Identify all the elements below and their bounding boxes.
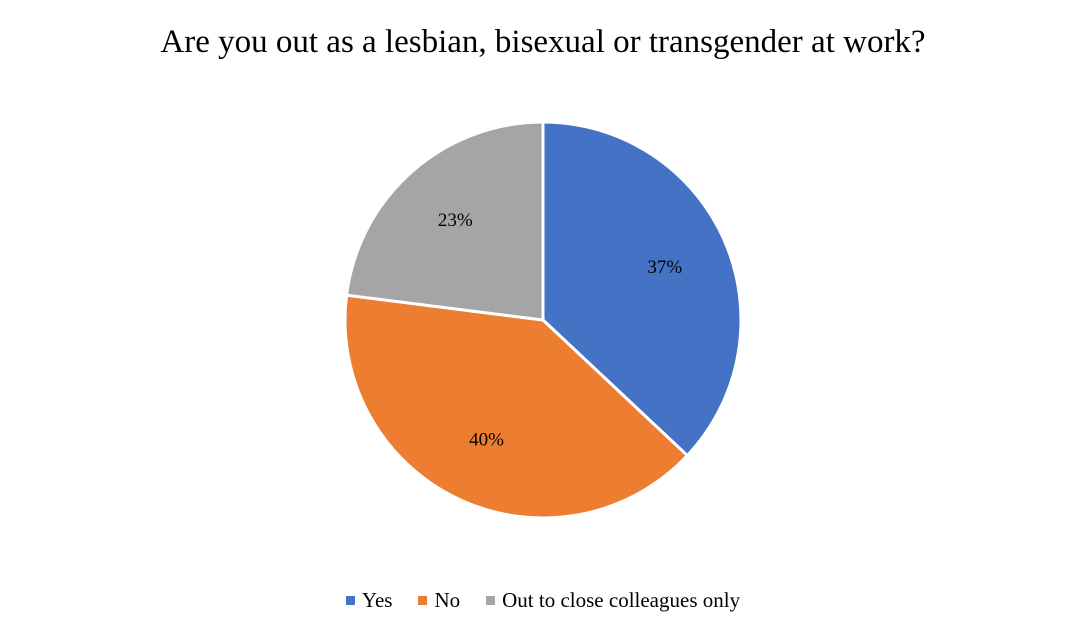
legend-item-no: No bbox=[418, 586, 460, 614]
chart-title: Are you out as a lesbian, bisexual or tr… bbox=[160, 24, 926, 60]
legend-label-no: No bbox=[434, 588, 461, 612]
data-label-out-to-close-colleagues: 23% bbox=[438, 210, 473, 231]
legend-label-out-to-close-colleagues: Out to close colleagues only bbox=[502, 588, 741, 612]
pie-slice-yes bbox=[541, 120, 743, 458]
pie-slice-no bbox=[343, 293, 689, 520]
legend-item-yes: Yes bbox=[345, 586, 393, 614]
data-label-yes: 37% bbox=[647, 257, 682, 278]
legend-swatch-out-to-close-colleagues bbox=[486, 595, 496, 605]
legend-item-out-to-close-colleagues: Out to close colleagues only bbox=[486, 586, 740, 614]
legend-label-yes: Yes bbox=[361, 588, 393, 612]
legend-swatch-no bbox=[418, 595, 428, 605]
pie-slice-out-to-close-colleagues bbox=[345, 120, 545, 322]
data-label-no: 40% bbox=[469, 430, 504, 451]
legend: Yes No Out to close colleagues only bbox=[0, 586, 1086, 614]
legend-swatch-yes bbox=[345, 595, 355, 605]
